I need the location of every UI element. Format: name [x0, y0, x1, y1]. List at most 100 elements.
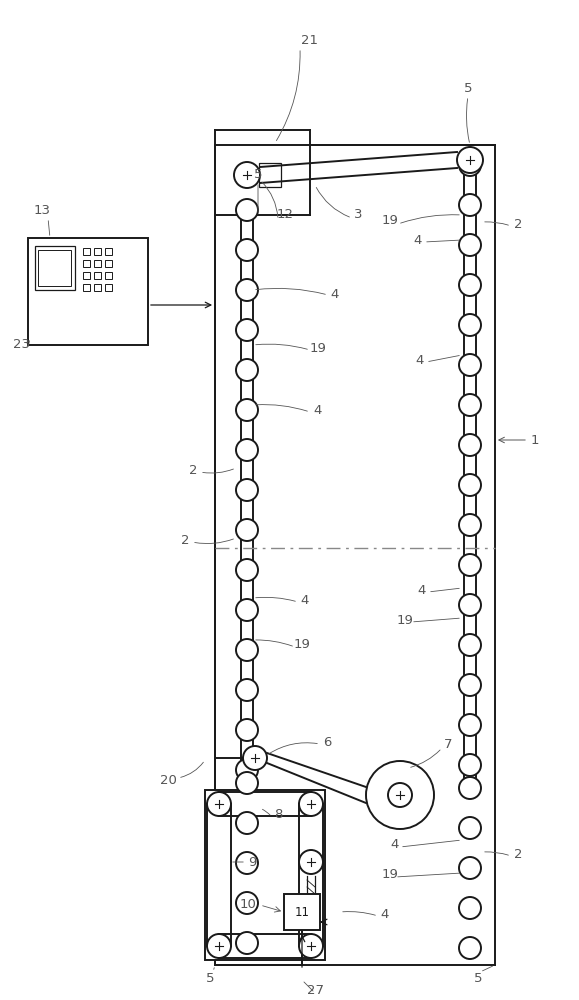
Text: 10: 10: [240, 898, 256, 912]
Circle shape: [236, 479, 258, 501]
Text: 2: 2: [514, 219, 522, 232]
Circle shape: [236, 772, 258, 794]
Circle shape: [459, 194, 481, 216]
Circle shape: [236, 812, 258, 834]
Circle shape: [459, 554, 481, 576]
Circle shape: [459, 434, 481, 456]
Bar: [105, 260, 112, 267]
Text: 19: 19: [382, 868, 398, 882]
Bar: [259, 163, 281, 187]
Text: 4: 4: [381, 908, 389, 922]
Bar: [83, 284, 90, 291]
Text: 11: 11: [295, 906, 310, 918]
Bar: [83, 260, 90, 267]
Text: 1: 1: [531, 434, 539, 446]
Text: 19: 19: [310, 342, 327, 355]
Circle shape: [459, 594, 481, 616]
Text: 8: 8: [274, 808, 282, 822]
Circle shape: [236, 892, 258, 914]
Bar: [35, 246, 75, 290]
Text: 13: 13: [34, 204, 50, 217]
Text: 5: 5: [254, 168, 262, 182]
Bar: [38, 250, 71, 286]
Bar: [105, 284, 112, 291]
Circle shape: [236, 639, 258, 661]
Text: 5: 5: [206, 972, 214, 984]
Circle shape: [299, 934, 323, 958]
Bar: [105, 272, 112, 279]
Circle shape: [459, 234, 481, 256]
Text: 20: 20: [160, 774, 177, 786]
Circle shape: [236, 759, 258, 781]
Circle shape: [459, 474, 481, 496]
Text: 4: 4: [391, 838, 399, 852]
Text: 4: 4: [301, 593, 309, 606]
Text: 12: 12: [277, 209, 294, 222]
Circle shape: [459, 937, 481, 959]
Circle shape: [243, 746, 267, 770]
Text: 2: 2: [514, 848, 522, 861]
Circle shape: [207, 934, 231, 958]
Circle shape: [459, 634, 481, 656]
Text: 4: 4: [414, 233, 422, 246]
Circle shape: [459, 777, 481, 799]
Circle shape: [457, 147, 483, 173]
Circle shape: [459, 314, 481, 336]
Text: 4: 4: [314, 403, 322, 416]
Text: 4: 4: [416, 354, 424, 366]
Circle shape: [236, 719, 258, 741]
Bar: [205, 790, 325, 960]
Circle shape: [459, 514, 481, 536]
Text: 3: 3: [354, 209, 362, 222]
Circle shape: [236, 852, 258, 874]
Bar: [83, 248, 90, 255]
Text: 7: 7: [444, 738, 452, 752]
Bar: [284, 894, 320, 930]
Circle shape: [459, 714, 481, 736]
Circle shape: [236, 399, 258, 421]
Circle shape: [299, 792, 323, 816]
Text: 2: 2: [181, 534, 189, 546]
Text: 19: 19: [294, 639, 310, 652]
Text: 4: 4: [331, 288, 339, 302]
Text: 21: 21: [302, 33, 318, 46]
Bar: [94, 260, 101, 267]
Circle shape: [388, 783, 412, 807]
Circle shape: [366, 761, 434, 829]
Text: 6: 6: [323, 736, 331, 748]
Bar: [83, 272, 90, 279]
Circle shape: [207, 792, 231, 816]
Circle shape: [459, 354, 481, 376]
Circle shape: [236, 279, 258, 301]
Circle shape: [234, 162, 260, 188]
Circle shape: [236, 932, 258, 954]
Circle shape: [299, 850, 323, 874]
Circle shape: [459, 674, 481, 696]
Text: 5: 5: [464, 82, 472, 95]
Circle shape: [459, 154, 481, 176]
Text: 4: 4: [418, 584, 426, 596]
Text: 5: 5: [474, 972, 482, 984]
Text: 2: 2: [189, 464, 197, 477]
Circle shape: [236, 559, 258, 581]
Bar: [94, 248, 101, 255]
Circle shape: [236, 679, 258, 701]
Text: 27: 27: [306, 984, 324, 996]
Bar: [28, 238, 148, 345]
Text: 19: 19: [397, 613, 413, 626]
Text: 9: 9: [248, 856, 256, 868]
Circle shape: [459, 897, 481, 919]
Circle shape: [459, 274, 481, 296]
Circle shape: [236, 359, 258, 381]
Circle shape: [236, 199, 258, 221]
Text: 23: 23: [13, 338, 31, 352]
Circle shape: [459, 754, 481, 776]
Circle shape: [236, 239, 258, 261]
Circle shape: [459, 817, 481, 839]
Circle shape: [236, 439, 258, 461]
Circle shape: [236, 319, 258, 341]
Circle shape: [236, 519, 258, 541]
Circle shape: [459, 394, 481, 416]
Circle shape: [236, 599, 258, 621]
Bar: [105, 248, 112, 255]
